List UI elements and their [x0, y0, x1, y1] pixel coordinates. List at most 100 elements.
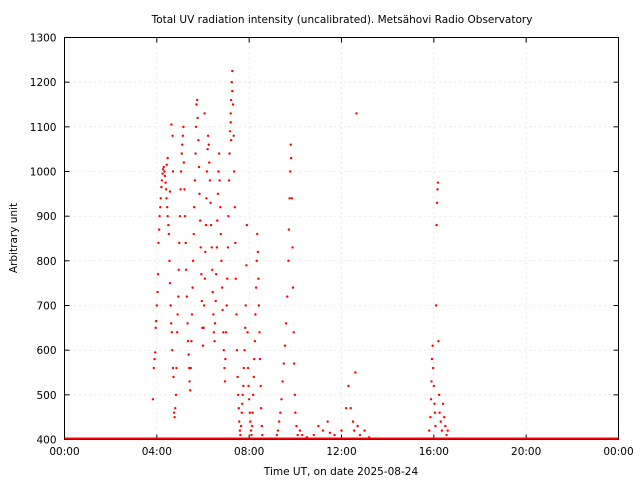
data-point	[276, 429, 280, 432]
data-point	[432, 384, 436, 388]
data-point	[179, 170, 183, 173]
data-point	[230, 80, 234, 84]
data-point	[182, 161, 186, 164]
data-point	[190, 313, 194, 316]
data-point	[356, 424, 359, 428]
data-point	[261, 433, 264, 437]
data-point	[286, 295, 289, 298]
chart-title: Total UV radiation intensity (uncalibrat…	[151, 14, 533, 26]
data-point	[180, 152, 183, 155]
data-point	[228, 130, 232, 133]
data-point	[209, 201, 212, 204]
data-point	[241, 393, 244, 397]
data-point	[193, 179, 197, 182]
data-point	[283, 344, 287, 347]
data-point	[368, 436, 371, 439]
data-point	[169, 304, 172, 307]
x-tick-label: 20:00	[511, 446, 541, 458]
data-point	[152, 366, 156, 370]
data-point	[224, 357, 227, 361]
data-point	[164, 181, 167, 184]
data-point	[349, 407, 352, 410]
data-point	[232, 170, 236, 173]
data-point	[351, 420, 355, 423]
data-point	[235, 348, 239, 352]
data-point	[215, 246, 219, 249]
data-point	[183, 214, 187, 218]
data-point	[197, 165, 201, 169]
data-point	[194, 152, 197, 155]
data-point	[164, 188, 168, 191]
data-point	[226, 277, 229, 280]
data-point	[160, 179, 164, 182]
data-point	[201, 344, 205, 347]
data-point	[240, 411, 243, 414]
data-point	[166, 214, 169, 218]
data-point	[199, 246, 202, 249]
data-point	[429, 398, 433, 401]
y-tick-label: 400	[36, 435, 56, 447]
data-point	[253, 357, 256, 361]
data-point	[211, 290, 214, 294]
data-point	[213, 340, 216, 343]
data-point	[239, 424, 243, 428]
data-point	[253, 340, 257, 343]
data-point	[429, 415, 432, 419]
data-point	[224, 331, 228, 334]
data-point	[151, 398, 155, 401]
data-point	[177, 295, 180, 298]
data-point	[214, 273, 218, 276]
data-point	[229, 139, 233, 142]
data-point	[171, 366, 175, 370]
data-point	[213, 322, 217, 325]
data-point	[154, 319, 158, 323]
data-point	[220, 286, 224, 289]
data-point	[177, 268, 180, 271]
data-point	[193, 206, 196, 209]
data-point	[242, 366, 246, 370]
data-point	[236, 393, 240, 397]
data-point	[435, 201, 439, 204]
data-point	[296, 433, 299, 437]
data-point	[232, 134, 235, 137]
data-point	[153, 357, 156, 361]
data-point	[182, 125, 185, 129]
data-point	[433, 411, 437, 414]
data-point	[179, 188, 182, 191]
data-point	[217, 170, 220, 173]
data-point	[212, 331, 216, 334]
data-point	[218, 179, 221, 182]
data-point	[237, 407, 240, 410]
y-tick-label: 1100	[30, 122, 57, 134]
data-point	[181, 134, 185, 137]
y-axis-label: Arbitrary unit	[8, 203, 20, 273]
data-point	[246, 331, 249, 334]
data-point	[252, 375, 255, 379]
data-point	[163, 170, 166, 173]
data-point	[169, 322, 173, 325]
data-point	[441, 402, 445, 405]
data-point	[223, 366, 226, 370]
data-point	[321, 429, 325, 432]
data-point	[211, 268, 214, 271]
data-point	[202, 304, 206, 307]
data-point	[326, 420, 329, 423]
data-point	[280, 398, 283, 401]
data-point	[168, 190, 172, 193]
y-tick-label: 500	[36, 390, 56, 402]
data-point	[195, 103, 198, 106]
data-point	[212, 313, 215, 316]
axis-ticks	[64, 37, 619, 440]
data-point	[175, 331, 179, 334]
data-point	[245, 223, 249, 227]
data-point	[446, 429, 449, 432]
data-point	[168, 259, 171, 263]
data-point	[257, 304, 261, 307]
data-point	[226, 246, 230, 249]
data-point	[289, 170, 292, 173]
data-point	[250, 424, 254, 428]
data-point	[175, 366, 178, 370]
data-point	[354, 371, 357, 374]
data-point	[248, 411, 252, 414]
data-point	[173, 415, 176, 419]
